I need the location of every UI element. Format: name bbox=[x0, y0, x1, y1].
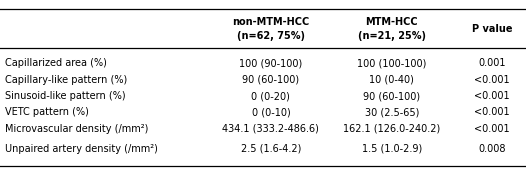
Text: 162.1 (126.0-240.2): 162.1 (126.0-240.2) bbox=[343, 124, 440, 134]
Text: 90 (60-100): 90 (60-100) bbox=[363, 91, 420, 101]
Text: (n=62, 75%): (n=62, 75%) bbox=[237, 31, 305, 41]
Text: Sinusoid-like pattern (%): Sinusoid-like pattern (%) bbox=[5, 91, 126, 101]
Text: 30 (2.5-65): 30 (2.5-65) bbox=[365, 107, 419, 117]
Text: non-MTM-HCC: non-MTM-HCC bbox=[232, 17, 309, 27]
Text: Capillary-like pattern (%): Capillary-like pattern (%) bbox=[5, 75, 127, 85]
Text: 0.008: 0.008 bbox=[478, 144, 505, 154]
Text: <0.001: <0.001 bbox=[474, 91, 510, 101]
Text: 0.001: 0.001 bbox=[478, 58, 505, 68]
Text: Unpaired artery density (/mm²): Unpaired artery density (/mm²) bbox=[5, 144, 158, 154]
Text: 1.5 (1.0-2.9): 1.5 (1.0-2.9) bbox=[362, 144, 422, 154]
Text: 100 (90-100): 100 (90-100) bbox=[239, 58, 302, 68]
Text: <0.001: <0.001 bbox=[474, 75, 510, 85]
Text: 2.5 (1.6-4.2): 2.5 (1.6-4.2) bbox=[241, 144, 301, 154]
Text: (n=21, 25%): (n=21, 25%) bbox=[358, 31, 426, 41]
Text: 90 (60-100): 90 (60-100) bbox=[242, 75, 299, 85]
Text: 10 (0-40): 10 (0-40) bbox=[369, 75, 414, 85]
Text: Microvascular density (/mm²): Microvascular density (/mm²) bbox=[5, 124, 149, 134]
Text: P value: P value bbox=[472, 24, 512, 34]
Text: Capillarized area (%): Capillarized area (%) bbox=[5, 58, 107, 68]
Text: 0 (0-10): 0 (0-10) bbox=[251, 107, 290, 117]
Text: <0.001: <0.001 bbox=[474, 124, 510, 134]
Text: VETC pattern (%): VETC pattern (%) bbox=[5, 107, 89, 117]
Text: 434.1 (333.2-486.6): 434.1 (333.2-486.6) bbox=[222, 124, 319, 134]
Text: <0.001: <0.001 bbox=[474, 107, 510, 117]
Text: 100 (100-100): 100 (100-100) bbox=[357, 58, 427, 68]
Text: 0 (0-20): 0 (0-20) bbox=[251, 91, 290, 101]
Text: MTM-HCC: MTM-HCC bbox=[366, 17, 418, 27]
